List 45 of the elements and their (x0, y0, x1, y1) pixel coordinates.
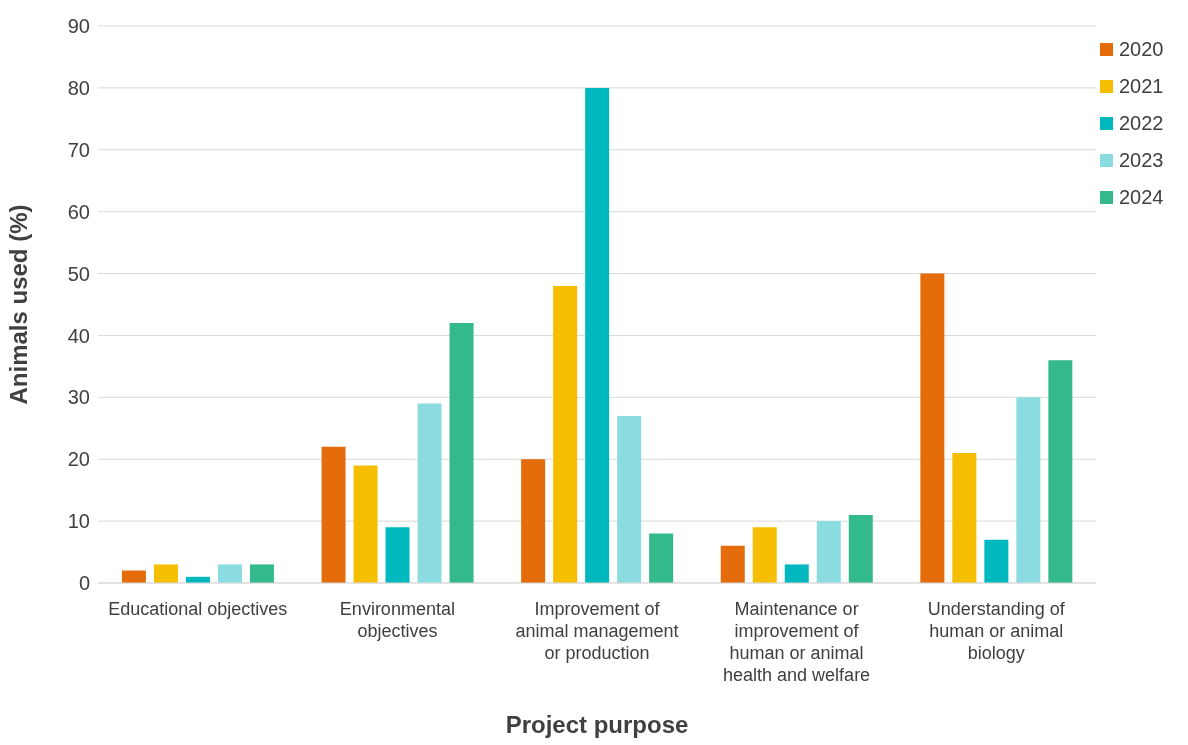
bar (449, 323, 474, 583)
y-tick-label: 0 (78, 572, 90, 595)
bar (385, 527, 410, 583)
bar (720, 545, 745, 583)
bar (784, 564, 809, 583)
x-tick-label: Maintenance or improvement of human or animal health and welfare (723, 599, 871, 685)
x-tick-label: Improvement of animal management or production (515, 599, 679, 663)
bar (353, 465, 378, 583)
y-tick-label: 10 (67, 510, 90, 533)
bar (649, 533, 674, 583)
legend-label: 2024 (1118, 186, 1165, 209)
y-tick-label: 20 (67, 448, 90, 471)
y-tick-label: 40 (67, 324, 90, 347)
legend-label: 2022 (1118, 112, 1165, 135)
y-tick-label: 50 (67, 262, 90, 285)
y-tick-label: 60 (67, 200, 90, 223)
bar (617, 415, 642, 583)
y-axis-title: Animals used (%) (4, 204, 32, 405)
bar (585, 87, 610, 583)
bar (249, 564, 274, 583)
bar (920, 273, 945, 583)
bar (752, 527, 777, 583)
bar (521, 459, 546, 583)
legend-label: 2021 (1118, 75, 1165, 98)
y-tick-label: 70 (67, 138, 90, 161)
y-tick-label: 30 (67, 386, 90, 409)
bar (321, 446, 346, 583)
x-tick-label: Environmental objectives (339, 599, 455, 641)
legend-label: 2023 (1118, 149, 1165, 172)
bar (1016, 397, 1041, 583)
x-axis-title: Project purpose (505, 711, 689, 738)
y-tick-label: 80 (67, 76, 90, 99)
bar (417, 403, 442, 583)
bar (816, 521, 841, 583)
legend-label: 2020 (1118, 38, 1165, 61)
bar (848, 514, 873, 583)
bar (952, 453, 977, 583)
x-tick-label: Educational objectives (108, 599, 288, 619)
x-tick-label: Understanding of human or animal biology (927, 599, 1066, 663)
bar (217, 564, 242, 583)
bar (1048, 360, 1073, 583)
bar (984, 539, 1009, 583)
bar (153, 564, 178, 583)
y-tick-label: 90 (67, 15, 90, 38)
bar (553, 285, 578, 583)
